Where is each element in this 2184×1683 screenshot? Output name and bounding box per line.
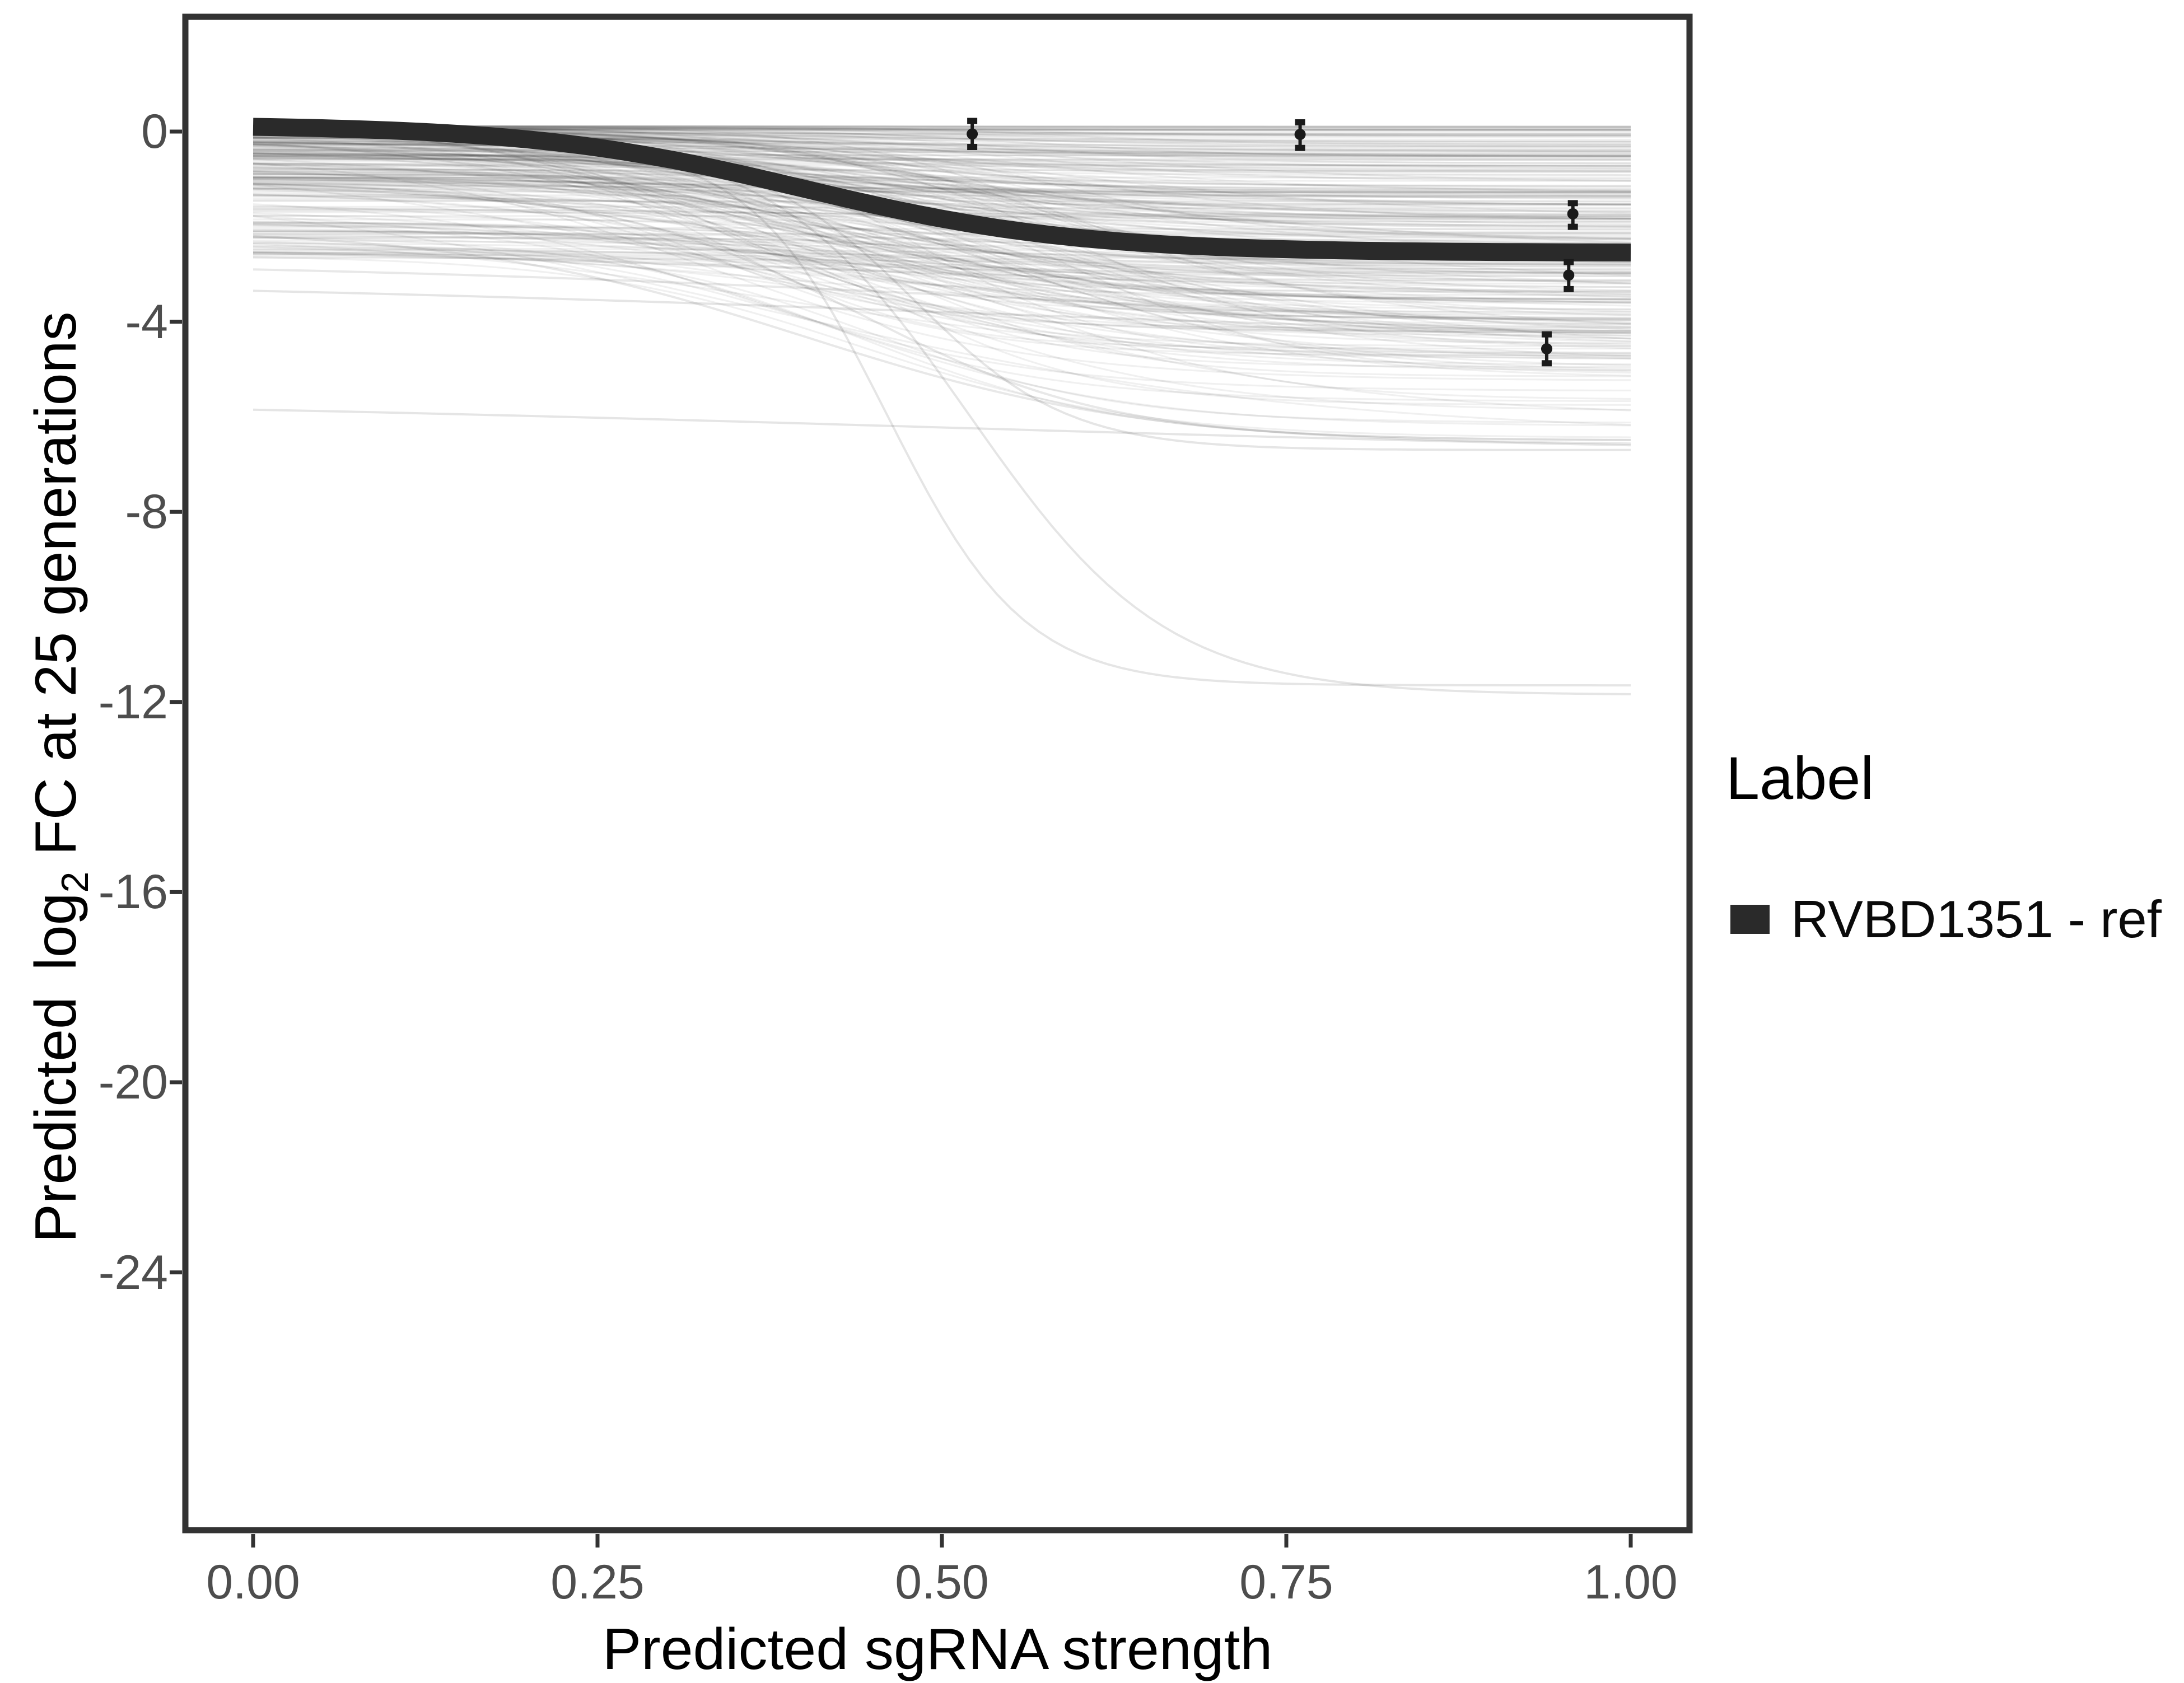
errorbar-cap-bottom	[1564, 286, 1574, 292]
x-tick-label: 0.75	[1202, 1555, 1370, 1609]
x-axis-title: Predicted sgRNA strength	[185, 1616, 1690, 1683]
y-axis-title: Predictedlog2 FC at 25 generations	[22, 20, 90, 1534]
x-tick-label: 0.25	[514, 1555, 682, 1609]
errorbar-cap-bottom	[1568, 224, 1578, 230]
errorbar-cap-bottom	[1295, 145, 1305, 151]
data-point	[1567, 208, 1579, 219]
data-point	[967, 128, 978, 139]
pointrange	[1563, 259, 1574, 292]
errorbar-cap-top	[1542, 331, 1552, 338]
legend-key-swatch	[1730, 905, 1770, 934]
pointrange	[1541, 331, 1552, 367]
ensemble-curve	[253, 160, 1631, 161]
pointrange	[1567, 200, 1579, 230]
data-point	[1541, 343, 1552, 354]
data-point	[1295, 129, 1306, 140]
y-axis-title-rest: FC at 25 generations	[24, 312, 88, 872]
data-point	[1563, 269, 1574, 280]
errorbar-cap-bottom	[967, 144, 977, 150]
y-axis-title-log: log	[24, 893, 88, 971]
x-tick-label: 0.50	[858, 1555, 1026, 1609]
errorbar-cap-bottom	[1542, 360, 1552, 366]
legend-title: Label	[1726, 745, 1874, 812]
y-axis-title-subscript: 2	[54, 872, 96, 893]
pointrange	[967, 118, 978, 150]
x-tick-label: 0.00	[169, 1555, 337, 1609]
pointrange	[1295, 119, 1306, 151]
errorbar-cap-top	[1295, 119, 1305, 125]
x-tick-label: 1.00	[1547, 1555, 1715, 1609]
errorbar-cap-top	[1568, 200, 1578, 206]
legend-entry-label: RVBD1351 - ref	[1791, 892, 2162, 946]
y-axis-title-text: Predicted	[24, 997, 88, 1242]
errorbar-cap-top	[967, 118, 977, 124]
errorbar-cap-top	[1564, 259, 1574, 265]
